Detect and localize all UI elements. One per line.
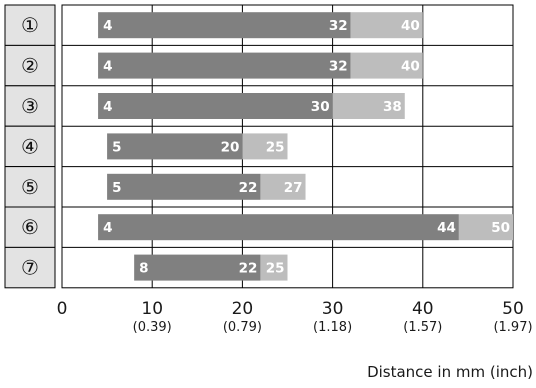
bar-mid-label: 32 <box>329 18 348 34</box>
bar-mid-label: 22 <box>239 261 258 277</box>
x-axis-label: Distance in mm (inch) <box>367 363 533 381</box>
bar-primary-segment <box>98 12 351 39</box>
bar-primary-segment <box>98 93 333 119</box>
bar-end-label: 38 <box>383 99 402 115</box>
bars: 4 32 404 32 404 30 385 20 255 22 274 44 508 22 25 <box>98 12 513 281</box>
row-label: ⑦ <box>21 256 39 280</box>
x-tick-label: 10 <box>141 299 163 319</box>
x-tick-label: 0 <box>57 299 68 319</box>
bar-mid-label: 44 <box>437 220 456 236</box>
row-label: ④ <box>21 134 39 158</box>
bar-start-label: 4 <box>103 99 112 115</box>
bar-primary-segment <box>107 133 243 160</box>
bar-start-label: 4 <box>103 59 112 75</box>
x-tick-label: 40 <box>412 299 434 319</box>
row-label: ① <box>21 13 39 37</box>
x-tick-label: 50 <box>502 299 524 319</box>
bar-secondary-segment <box>458 214 513 241</box>
row-label: ⑤ <box>21 175 39 199</box>
x-tick-sublabel: (0.79) <box>223 320 262 335</box>
bar-start-label: 4 <box>103 18 112 34</box>
x-tick-sublabel: (1.57) <box>403 320 442 335</box>
bar-secondary-segment <box>350 52 423 79</box>
bar-end-label: 40 <box>401 18 420 34</box>
bar-end-label: 27 <box>284 180 303 196</box>
bar-primary-segment <box>98 52 351 79</box>
bar-mid-label: 20 <box>221 139 240 155</box>
row-label-cell <box>4 125 56 168</box>
bar-end-label: 40 <box>401 59 420 75</box>
bar-end-label: 25 <box>266 261 285 277</box>
x-tick-label: 30 <box>322 299 344 319</box>
bar-start-label: 8 <box>139 261 148 277</box>
bar-start-label: 5 <box>112 180 121 196</box>
bar-secondary-segment <box>260 254 288 281</box>
bar-start-label: 4 <box>103 220 112 236</box>
bar-secondary-segment <box>350 12 423 39</box>
bar-end-label: 25 <box>266 139 285 155</box>
row-label-cell <box>4 246 56 289</box>
bar-secondary-segment <box>332 93 405 119</box>
x-tick-sublabel: (1.18) <box>313 320 352 335</box>
bar-primary-segment <box>98 214 459 241</box>
bar-secondary-segment <box>242 133 288 160</box>
bar-end-label: 50 <box>491 220 510 236</box>
bar-primary-segment <box>134 254 261 281</box>
row-label: ② <box>21 54 39 78</box>
bar-primary-segment <box>107 173 261 200</box>
row-label-cell <box>4 4 56 46</box>
row-label-column: ① ② ③ ④ ⑤ ⑥ ⑦ <box>4 4 56 289</box>
x-tick-label: 20 <box>232 299 254 319</box>
grid <box>61 4 514 289</box>
bar-start-label: 5 <box>112 139 121 155</box>
row-label: ⑥ <box>21 215 39 239</box>
x-tick-sublabel: (0.39) <box>133 320 172 335</box>
x-axis-ticks: 0 10(0.39) 20(0.79) 30(1.18) 40(1.57) 50(1.97… <box>57 299 533 335</box>
row-label: ③ <box>21 94 39 118</box>
bar-mid-label: 22 <box>239 180 258 196</box>
x-tick-sublabel: (1.97) <box>493 320 532 335</box>
row-label-cell <box>4 44 56 87</box>
bar-mid-label: 32 <box>329 59 348 75</box>
bar-mid-label: 30 <box>311 99 330 115</box>
row-label-cell <box>4 206 56 248</box>
bar-secondary-segment <box>260 173 306 200</box>
plot-frame <box>61 4 514 289</box>
